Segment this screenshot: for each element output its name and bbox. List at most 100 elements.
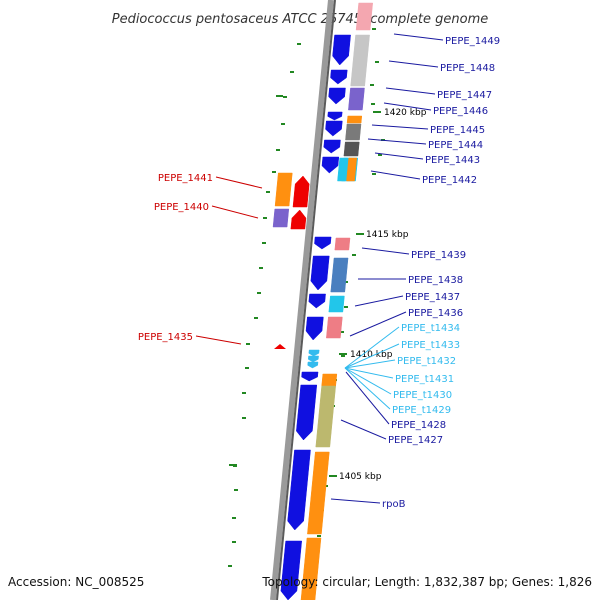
forward-gene-label[interactable]: PEPE_1442 bbox=[422, 175, 477, 186]
forward-leader-line bbox=[383, 102, 432, 111]
forward-leader-line bbox=[385, 87, 436, 95]
skew-tick bbox=[228, 565, 232, 567]
forward-gene-label[interactable]: PEPE_1447 bbox=[437, 90, 492, 101]
forward-gene-arrow bbox=[332, 34, 351, 66]
forward-leader-line bbox=[330, 498, 381, 504]
scale-label: 1415 kbp bbox=[366, 230, 409, 240]
skew-tick bbox=[232, 517, 236, 519]
forward-leader-line bbox=[388, 60, 439, 68]
forward-gene-label[interactable]: PEPE_1427 bbox=[388, 435, 443, 446]
dna-feature bbox=[326, 316, 343, 339]
trna-arrow bbox=[308, 349, 320, 357]
forward-leader-line bbox=[340, 419, 387, 440]
dna-feature bbox=[337, 157, 349, 182]
skew-tick bbox=[378, 154, 382, 156]
dna-feature bbox=[350, 34, 370, 87]
forward-gene-label[interactable]: PEPE_1436 bbox=[408, 308, 463, 319]
forward-gene-arrow bbox=[310, 255, 330, 291]
dna-feature bbox=[343, 141, 360, 157]
scale-tick bbox=[373, 111, 381, 113]
reverse-leader-line bbox=[195, 335, 242, 345]
skew-tick bbox=[266, 191, 270, 193]
skew-tick bbox=[340, 331, 344, 333]
skew-tick bbox=[229, 464, 237, 466]
forward-gene-label[interactable]: PEPE_1449 bbox=[445, 36, 500, 47]
forward-gene-label[interactable]: PEPE_1444 bbox=[428, 140, 483, 151]
skew-tick bbox=[263, 217, 267, 219]
forward-gene-label[interactable]: PEPE_1445 bbox=[430, 125, 485, 136]
skew-tick bbox=[372, 28, 376, 30]
reverse-gene-arrow bbox=[274, 344, 286, 349]
forward-gene-arrow bbox=[321, 156, 340, 174]
dna-feature bbox=[346, 157, 358, 182]
trna-arrow bbox=[307, 361, 319, 369]
skew-tick bbox=[242, 392, 246, 394]
forward-leader-line bbox=[374, 152, 424, 160]
skew-tick bbox=[341, 355, 345, 357]
gene-features bbox=[272, 2, 373, 600]
forward-gene-label[interactable]: PEPE_t1430 bbox=[393, 390, 452, 401]
skew-tick bbox=[283, 96, 287, 98]
skew-tick bbox=[372, 173, 376, 175]
forward-gene-label[interactable]: PEPE_1446 bbox=[433, 106, 488, 117]
skew-tick bbox=[370, 84, 374, 86]
accession-text: Accession: NC_008525 bbox=[8, 575, 144, 589]
forward-gene-arrow bbox=[330, 69, 348, 85]
topology-text: Topology: circular; Length: 1,832,387 bp… bbox=[261, 575, 592, 589]
skew-tick bbox=[254, 317, 258, 319]
forward-gene-label[interactable]: PEPE_t1433 bbox=[401, 340, 460, 351]
forward-leader-line bbox=[393, 33, 444, 41]
forward-gene-label[interactable]: PEPE_1438 bbox=[408, 275, 463, 286]
forward-leader-line bbox=[344, 367, 391, 410]
forward-gene-arrow bbox=[314, 236, 332, 250]
skew-tick bbox=[257, 292, 261, 294]
forward-gene-label[interactable]: rpoB bbox=[382, 499, 406, 510]
skew-tick bbox=[242, 417, 246, 419]
forward-gene-arrow bbox=[305, 316, 324, 341]
skew-tick bbox=[297, 43, 301, 45]
forward-gene-arrow bbox=[328, 87, 346, 105]
forward-leader-line bbox=[344, 359, 396, 369]
forward-gene-arrow bbox=[287, 449, 311, 531]
reverse-gene-label[interactable]: PEPE_1440 bbox=[154, 202, 209, 213]
skew-tick bbox=[281, 123, 285, 125]
skew-tick bbox=[375, 61, 379, 63]
forward-gene-label[interactable]: PEPE_t1434 bbox=[401, 323, 460, 334]
forward-leader-line bbox=[344, 326, 400, 369]
reverse-gene-label[interactable]: PEPE_1435 bbox=[138, 332, 193, 343]
scale-label: 1405 kbp bbox=[339, 472, 382, 482]
backbone bbox=[270, 0, 336, 600]
forward-leader-line bbox=[370, 170, 421, 180]
reverse-gene-block bbox=[274, 172, 293, 207]
forward-gene-arrow bbox=[325, 120, 343, 137]
forward-gene-labels: PEPE_1449 PEPE_1448 PEPE_1447 PEPE_1446 PEPE… bbox=[330, 33, 500, 510]
forward-gene-arrow bbox=[301, 371, 319, 382]
skew-tick bbox=[352, 254, 356, 256]
forward-gene-label[interactable]: PEPE_t1431 bbox=[395, 374, 454, 385]
forward-gene-label[interactable]: PEPE_1439 bbox=[411, 250, 466, 261]
map-title: Pediococcus pentosaceus ATCC 25745, comp… bbox=[112, 12, 489, 27]
forward-gene-label[interactable]: PEPE_1448 bbox=[440, 63, 495, 74]
forward-gene-label[interactable]: PEPE_1437 bbox=[405, 292, 460, 303]
skew-tick bbox=[262, 242, 266, 244]
reverse-gene-arrow bbox=[290, 209, 307, 230]
reverse-gene-label[interactable]: PEPE_1441 bbox=[158, 173, 213, 184]
skew-tick bbox=[344, 281, 348, 283]
forward-gene-label[interactable]: PEPE_t1432 bbox=[397, 356, 456, 367]
dna-feature bbox=[330, 257, 349, 293]
trna-arrow bbox=[308, 355, 319, 363]
forward-leader-line bbox=[367, 138, 427, 145]
skew-tick bbox=[371, 103, 375, 105]
forward-leader-line bbox=[361, 247, 410, 255]
forward-gene-arrow bbox=[280, 540, 302, 600]
forward-gene-label[interactable]: PEPE_1428 bbox=[391, 420, 446, 431]
dna-feature bbox=[334, 237, 351, 251]
dna-feature bbox=[345, 123, 362, 141]
reverse-gene-arrow bbox=[292, 175, 310, 208]
forward-gene-label[interactable]: PEPE_t1429 bbox=[392, 405, 451, 416]
forward-gene-label[interactable]: PEPE_1443 bbox=[425, 155, 480, 166]
reverse-leader-line bbox=[215, 176, 263, 189]
dna-feature bbox=[321, 373, 338, 387]
reverse-gene-labels: PEPE_1441 PEPE_1440 PEPE_1435 bbox=[138, 173, 263, 345]
